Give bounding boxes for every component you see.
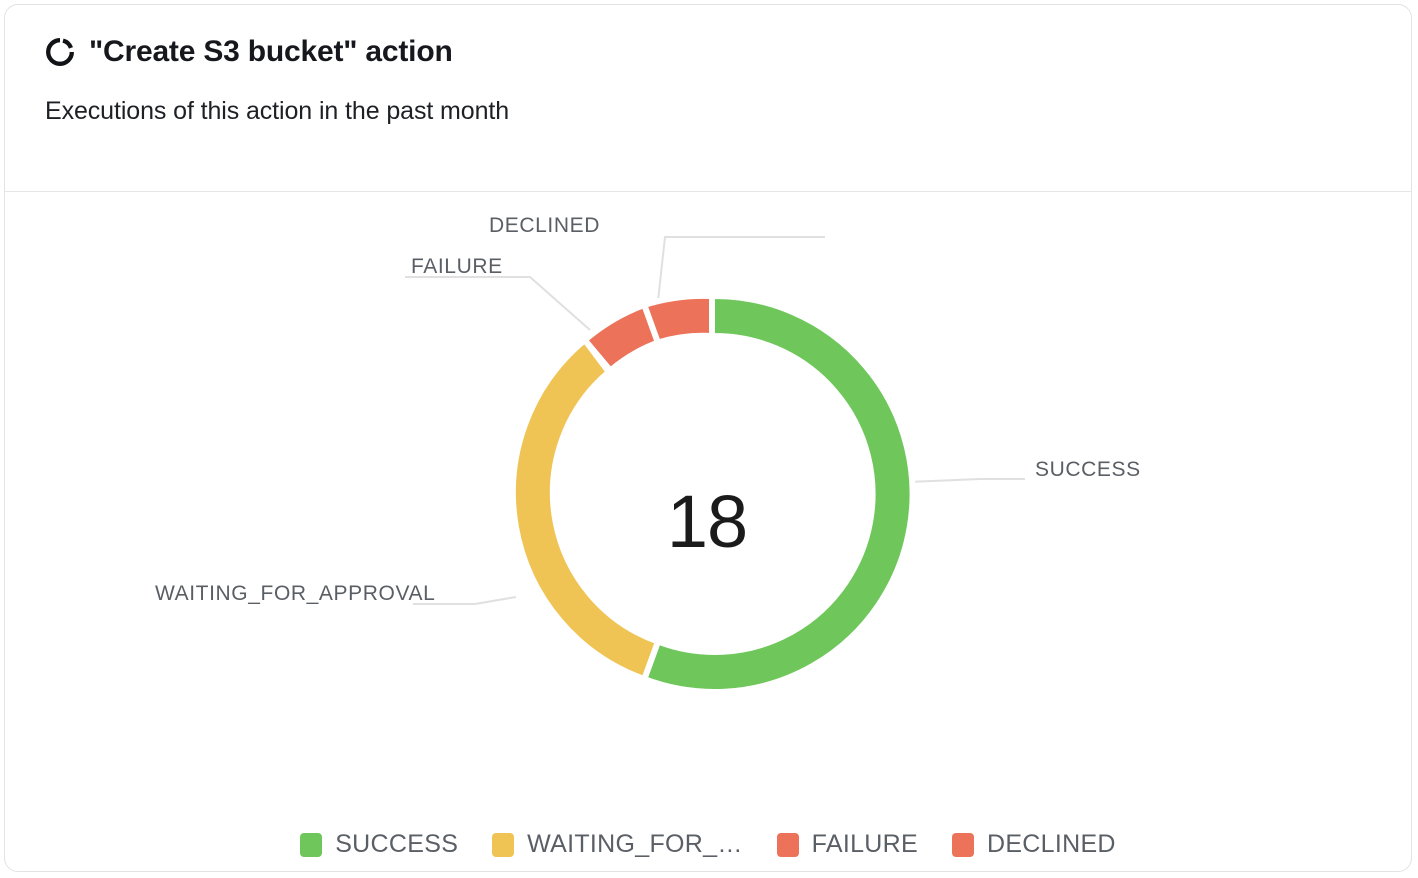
card-subtitle: Executions of this action in the past mo… bbox=[45, 96, 510, 125]
donut-slice-waiting-for-approval[interactable] bbox=[509, 337, 661, 683]
leader-line-success bbox=[907, 478, 1025, 483]
legend-swatch-success bbox=[300, 832, 323, 857]
leader-line-waiting bbox=[413, 596, 517, 605]
leader-lines bbox=[405, 236, 1025, 605]
legend-swatch-waiting-for-approval bbox=[492, 832, 515, 857]
donut-chart-svg bbox=[405, 236, 1025, 695]
legend-swatch-declined bbox=[951, 832, 974, 857]
page-title: "Create S3 bucket" action bbox=[89, 35, 453, 68]
card-body: 18 SUCCESS WAITING_FOR_APPROVAL FAILURE … bbox=[5, 192, 1411, 871]
donut-chart: 18 SUCCESS WAITING_FOR_APPROVAL FAILURE … bbox=[5, 192, 1411, 871]
callout-label-success: SUCCESS bbox=[1035, 458, 1141, 481]
legend-label-waiting-for-approval: WAITING_FOR_… bbox=[527, 830, 743, 858]
donut-slice-success[interactable] bbox=[641, 292, 916, 695]
donut-slices bbox=[509, 292, 916, 695]
chart-legend: SUCCESS WAITING_FOR_… FAILURE DECLINED bbox=[5, 830, 1411, 859]
callout-label-declined: DECLINED bbox=[489, 214, 600, 237]
action-ring-icon bbox=[46, 38, 74, 67]
callout-label-waiting-for-approval: WAITING_FOR_APPROVAL bbox=[155, 582, 436, 605]
legend-item-failure[interactable]: FAILURE bbox=[776, 830, 918, 859]
legend-label-success: SUCCESS bbox=[335, 830, 459, 858]
donut-slice-declined[interactable] bbox=[641, 292, 715, 346]
legend-label-failure: FAILURE bbox=[811, 830, 918, 858]
card-header: "Create S3 bucket" action Executions of … bbox=[5, 5, 1411, 192]
legend-item-success[interactable]: SUCCESS bbox=[300, 830, 458, 859]
legend-swatch-failure bbox=[776, 832, 799, 857]
callout-label-failure: FAILURE bbox=[411, 255, 503, 278]
title-row: "Create S3 bucket" action bbox=[45, 35, 1371, 70]
leader-line-declined bbox=[656, 236, 825, 311]
action-executions-card: "Create S3 bucket" action Executions of … bbox=[4, 4, 1412, 872]
legend-item-declined[interactable]: DECLINED bbox=[951, 830, 1116, 859]
legend-label-declined: DECLINED bbox=[986, 830, 1116, 858]
leader-line-failure bbox=[405, 276, 591, 331]
legend-item-waiting-for-approval[interactable]: WAITING_FOR_… bbox=[492, 830, 742, 859]
